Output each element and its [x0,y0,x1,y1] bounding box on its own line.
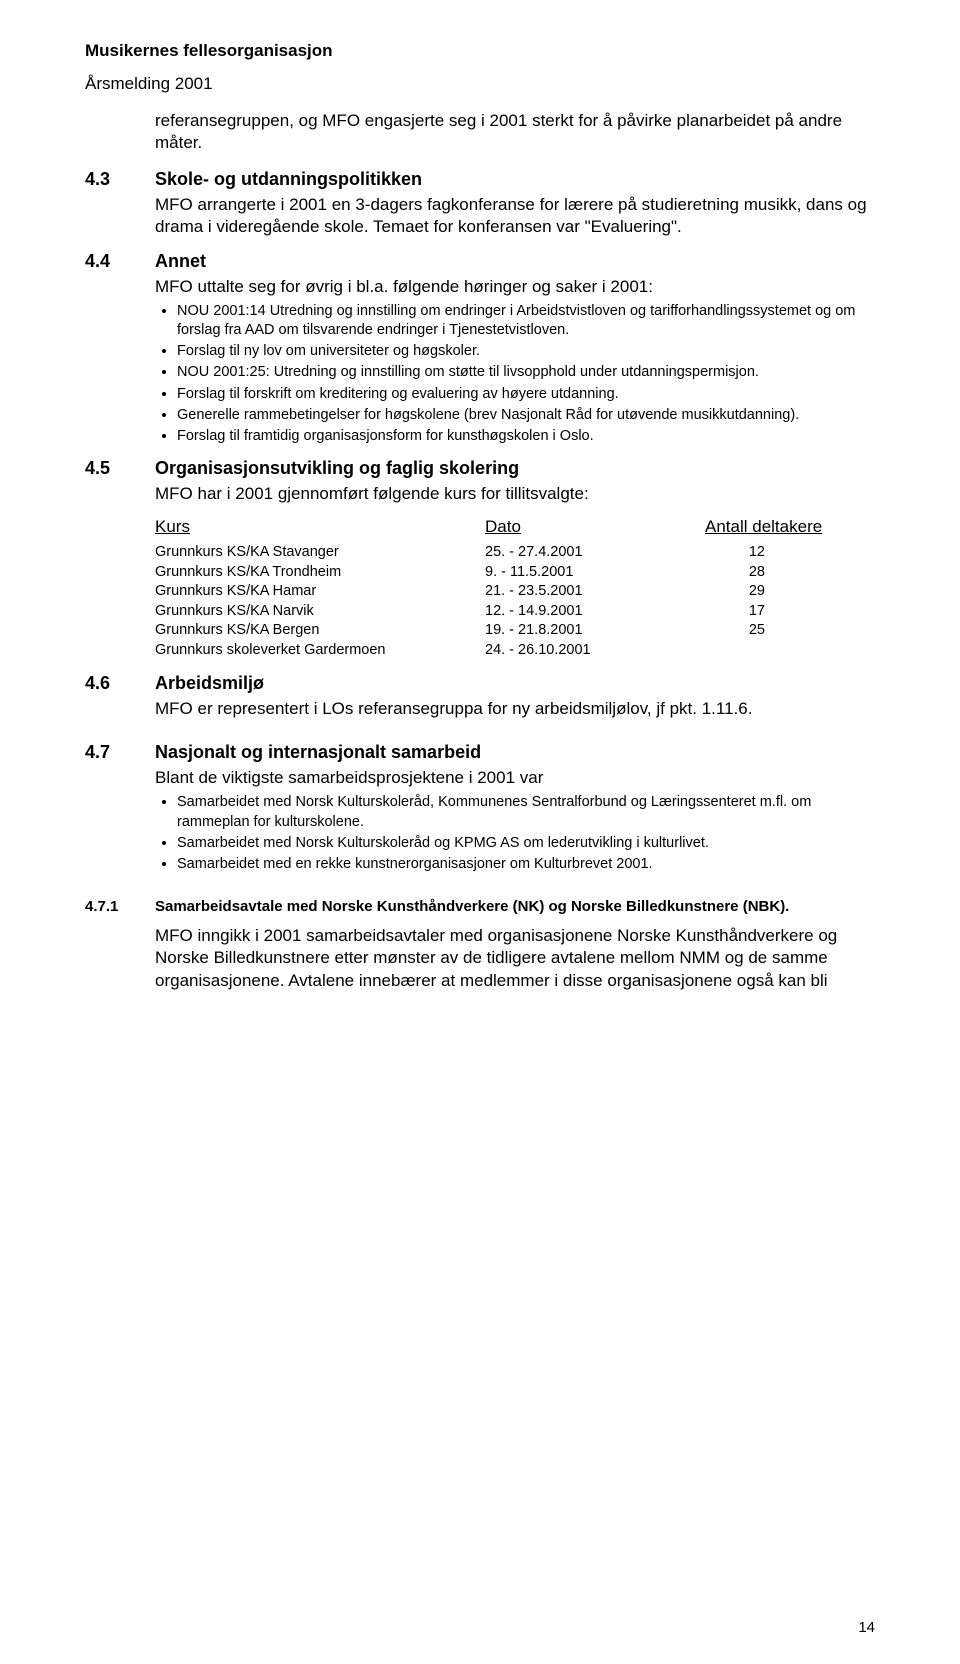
section-title: Arbeidsmiljø [155,673,264,694]
section-4-4-lead: MFO uttalte seg for øvrig i bl.a. følgen… [155,276,875,298]
cell-dato: 12. - 14.9.2001 [485,602,705,622]
section-4-5-lead: MFO har i 2001 gjennomført følgende kurs… [155,483,875,505]
subsection-4-7-1: 4.7.1 Samarbeidsavtale med Norske Kunsth… [85,898,875,915]
table-row: Grunnkurs KS/KA Hamar 21. - 23.5.2001 29 [155,582,945,602]
subsection-title: Samarbeidsavtale med Norske Kunsthåndver… [155,898,789,915]
bullet-item: Forslag til framtidig organisasjonsform … [177,427,875,446]
org-name: Musikernes fellesorganisasjon [85,40,875,63]
table-row: Grunnkurs KS/KA Trondheim 9. - 11.5.2001… [155,563,945,583]
section-4-7-bullets: Samarbeidet med Norsk Kulturskoleråd, Ko… [155,793,875,874]
bullet-item: Forslag til forskrift om kreditering og … [177,385,875,404]
cell-dato: 25. - 27.4.2001 [485,543,705,563]
section-4-3: 4.3 Skole- og utdanningspolitikken [85,169,875,190]
document-page: Musikernes fellesorganisasjon Årsmelding… [0,0,960,1664]
bullet-item: Samarbeidet med Norsk Kulturskoleråd og … [177,834,875,853]
bullet-item: Forslag til ny lov om universiteter og h… [177,342,875,361]
cell-kurs: Grunnkurs KS/KA Trondheim [155,563,485,583]
table-header-row: Kurs Dato Antall deltakere [155,515,945,539]
col-kurs: Kurs [155,515,485,539]
col-antall: Antall deltakere [705,515,865,539]
cell-kurs: Grunnkurs KS/KA Stavanger [155,543,485,563]
section-4-6: 4.6 Arbeidsmiljø [85,673,875,694]
section-number: 4.5 [85,458,155,479]
cell-kurs: Grunnkurs KS/KA Bergen [155,621,485,641]
section-4-4-bullets: NOU 2001:14 Utredning og innstilling om … [155,302,875,446]
page-number: 14 [858,1619,875,1636]
table-row: Grunnkurs KS/KA Bergen 19. - 21.8.2001 2… [155,621,945,641]
table-row: Grunnkurs skoleverket Gardermoen 24. - 2… [155,641,945,661]
intro-paragraph: referansegruppen, og MFO engasjerte seg … [155,110,875,155]
table-row: Grunnkurs KS/KA Narvik 12. - 14.9.2001 1… [155,602,945,622]
cell-kurs: Grunnkurs skoleverket Gardermoen [155,641,485,661]
cell-antall: 17 [705,602,765,622]
cell-kurs: Grunnkurs KS/KA Hamar [155,582,485,602]
cell-antall: 29 [705,582,765,602]
cell-antall: 12 [705,543,765,563]
col-dato: Dato [485,515,705,539]
cell-antall: 25 [705,621,765,641]
section-4-6-body: MFO er representert i LOs referansegrupp… [155,698,875,720]
section-title: Organisasjonsutvikling og faglig skoleri… [155,458,519,479]
cell-kurs: Grunnkurs KS/KA Narvik [155,602,485,622]
section-title: Skole- og utdanningspolitikken [155,169,422,190]
section-title: Annet [155,251,206,272]
cell-antall: 28 [705,563,765,583]
bullet-item: Generelle rammebetingelser for høgskolen… [177,406,875,425]
table-row: Grunnkurs KS/KA Stavanger 25. - 27.4.200… [155,543,945,563]
cell-dato: 21. - 23.5.2001 [485,582,705,602]
bullet-item: NOU 2001:14 Utredning og innstilling om … [177,302,875,340]
cell-dato: 19. - 21.8.2001 [485,621,705,641]
bullet-item: Samarbeidet med en rekke kunstnerorganis… [177,855,875,874]
section-number: 4.7 [85,742,155,763]
subsection-number: 4.7.1 [85,898,155,915]
section-4-3-body: MFO arrangerte i 2001 en 3-dagers fagkon… [155,194,875,239]
section-4-4: 4.4 Annet [85,251,875,272]
subsection-4-7-1-body: MFO inngikk i 2001 samarbeidsavtaler med… [155,925,875,992]
course-table: Kurs Dato Antall deltakere Grunnkurs KS/… [155,515,945,660]
cell-antall [705,641,765,661]
section-number: 4.6 [85,673,155,694]
section-4-7-lead: Blant de viktigste samarbeidsprosjektene… [155,767,875,789]
section-number: 4.4 [85,251,155,272]
bullet-item: Samarbeidet med Norsk Kulturskoleråd, Ko… [177,793,875,831]
cell-dato: 9. - 11.5.2001 [485,563,705,583]
section-4-7: 4.7 Nasjonalt og internasjonalt samarbei… [85,742,875,763]
cell-dato: 24. - 26.10.2001 [485,641,705,661]
bullet-item: NOU 2001:25: Utredning og innstilling om… [177,363,875,382]
section-4-5: 4.5 Organisasjonsutvikling og faglig sko… [85,458,875,479]
section-title: Nasjonalt og internasjonalt samarbeid [155,742,481,763]
report-title: Årsmelding 2001 [85,73,875,96]
section-number: 4.3 [85,169,155,190]
